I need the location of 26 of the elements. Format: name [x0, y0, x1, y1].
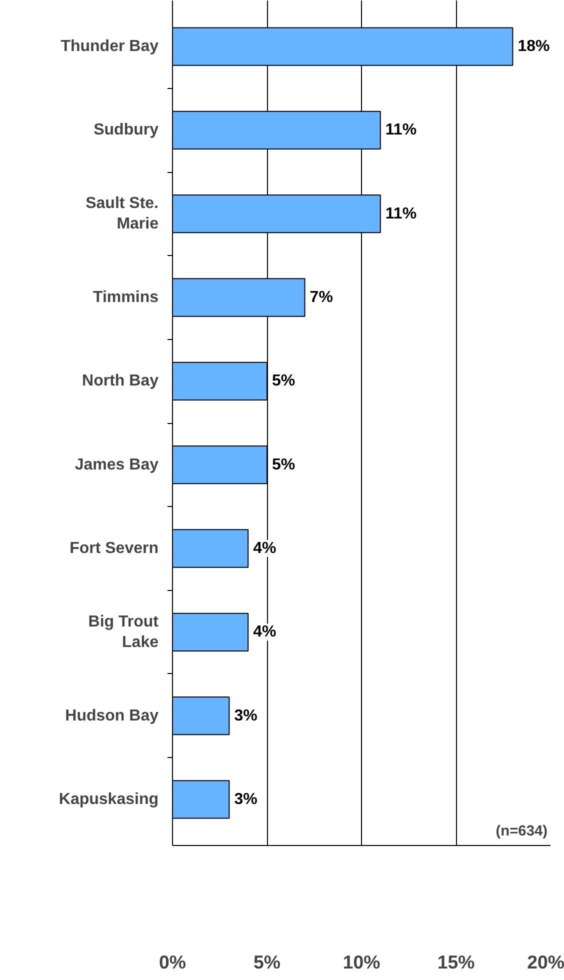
- data-label: 11%: [385, 122, 417, 139]
- y-tick-label: Sault Ste. Marie: [86, 195, 159, 233]
- data-label: 11%: [385, 205, 417, 222]
- y-tick-label: Kapuskasing: [58, 790, 159, 808]
- y-tick-label: Thunder Bay: [60, 38, 159, 56]
- data-label: 5%: [272, 372, 296, 390]
- y-tick-label: Sudbury: [94, 122, 159, 139]
- data-label: 7%: [310, 289, 333, 306]
- annotation: (n=634): [496, 824, 548, 840]
- y-tick-label: Fort Severn: [70, 540, 159, 557]
- data-label: 5%: [272, 456, 296, 474]
- x-tick-label: 5%: [254, 952, 281, 972]
- y-tick-label: Big Trout Lake: [88, 613, 160, 651]
- y-tick-label: James Bay: [74, 456, 159, 474]
- x-tick-label: 0%: [159, 952, 186, 972]
- data-label: 4%: [253, 624, 276, 641]
- x-tick-label: 10%: [342, 952, 381, 972]
- data-label: 4%: [253, 540, 276, 557]
- data-label: 3%: [234, 790, 258, 808]
- y-tick-label: Hudson Bay: [65, 707, 159, 724]
- x-tick-label: 20%: [527, 952, 564, 972]
- x-tick-label: 15%: [437, 952, 476, 972]
- data-label: 3%: [234, 707, 258, 724]
- y-tick-label: Timmins: [93, 289, 159, 306]
- data-label: 18%: [518, 38, 550, 56]
- y-tick-label: North Bay: [82, 372, 159, 390]
